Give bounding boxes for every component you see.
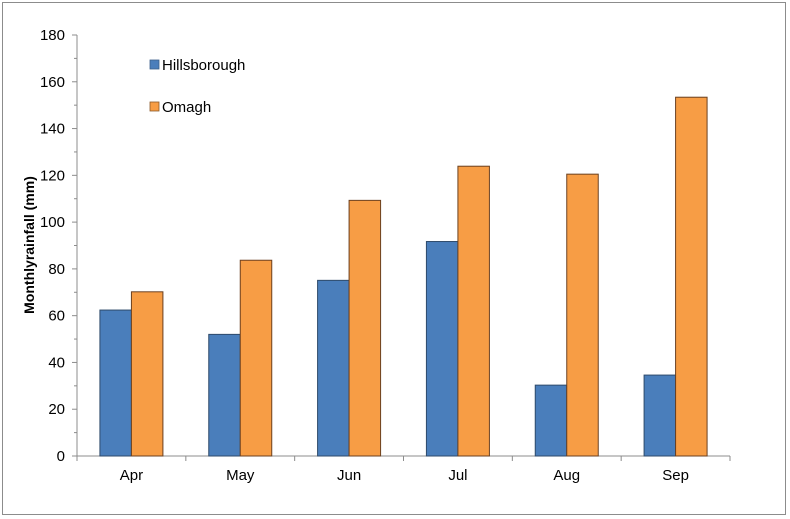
y-tick-label: 160	[40, 74, 65, 91]
y-tick-label: 40	[48, 354, 65, 371]
y-tick-label: 0	[57, 448, 65, 465]
y-tick-label: 140	[40, 121, 65, 138]
x-tick-label: Sep	[662, 467, 689, 484]
y-tick-label: 20	[48, 401, 65, 418]
bar-omagh-apr	[130, 291, 164, 457]
x-tick-label: Apr	[120, 467, 143, 484]
y-tick-label: 100	[40, 214, 65, 231]
x-tick-label: May	[226, 467, 255, 484]
legend-swatch-omagh	[149, 101, 160, 112]
legend: Hillsborough Omagh	[149, 57, 245, 116]
bar-hillsborough-apr	[99, 309, 132, 457]
legend-swatch-hillsborough	[149, 59, 160, 70]
legend-label-omagh: Omagh	[162, 99, 211, 116]
bar-omagh-aug	[566, 173, 599, 457]
x-tick-label: Jun	[337, 467, 361, 484]
y-axis-label-group: Monthlyrainfall (mm)	[21, 176, 37, 314]
y-tick-label: 180	[40, 27, 65, 44]
bars	[99, 96, 708, 457]
y-axis-label: Monthlyrainfall (mm)	[21, 176, 37, 314]
bar-hillsborough-may	[208, 333, 241, 457]
bar-hillsborough-jul	[425, 241, 459, 457]
y-tick-label: 60	[48, 308, 65, 325]
bar-omagh-sep	[675, 96, 708, 457]
bar-omagh-may	[239, 259, 273, 457]
legend-label-hillsborough: Hillsborough	[162, 57, 245, 74]
y-tick-label: 80	[48, 261, 65, 278]
axes: 0 20 40 60 80 100 120 140 160 180 Apr May Jun Jul Aug S…	[40, 27, 731, 484]
bar-omagh-jul	[457, 165, 490, 457]
x-tick-label: Jul	[448, 467, 467, 484]
y-tick-label: 120	[40, 167, 65, 184]
bar-hillsborough-jun	[317, 279, 350, 457]
x-tick-label: Aug	[553, 467, 580, 484]
bar-hillsborough-sep	[643, 374, 677, 457]
bar-hillsborough-aug	[534, 384, 568, 457]
bar-omagh-jun	[348, 199, 382, 457]
